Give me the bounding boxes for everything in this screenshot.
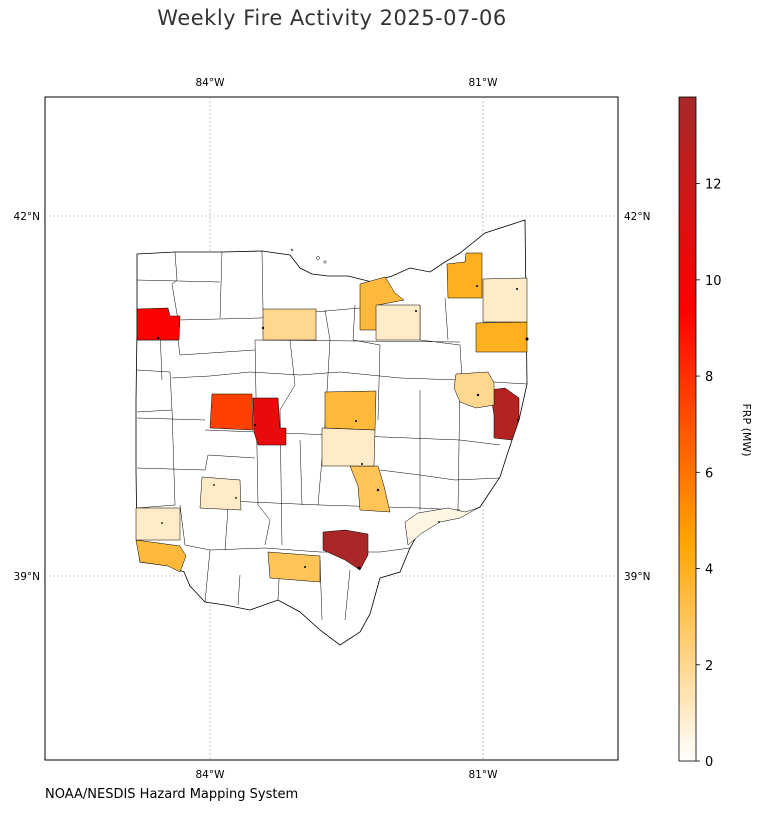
colorbar-tick-label: 12 [705, 178, 722, 193]
county-fill-11 [349, 465, 391, 513]
county-fill-18 [135, 507, 181, 541]
graticule [45, 97, 618, 760]
county-fill-7 [359, 276, 405, 331]
colorbar-tick-label: 8 [705, 370, 713, 385]
lat-tick-left-39n: 39°N [14, 571, 40, 583]
lon-tick-top-81w: 81°W [469, 77, 499, 89]
colorbar-tick-label: 0 [705, 755, 713, 770]
map-title: Weekly Fire Activity 2025-07-06 [157, 6, 507, 30]
county-fill-10 [267, 551, 321, 583]
county-fill-4 [489, 387, 520, 441]
county-fill-2 [252, 397, 287, 446]
colorbar [678, 96, 697, 762]
fire-detections [156, 285, 529, 570]
county-fill-14 [375, 304, 421, 341]
lat-tick-left-42n: 42°N [14, 211, 40, 223]
county-fill-5 [446, 252, 483, 299]
county-fill-15 [482, 277, 528, 323]
county-fill-9 [135, 539, 187, 573]
colorbar-label: FRP (MW) [740, 403, 753, 456]
data-source-credit: NOAA/NESDIS Hazard Mapping System [45, 787, 299, 802]
lat-tick-right-39n: 39°N [624, 571, 650, 583]
lon-tick-bottom-81w: 81°W [469, 769, 499, 781]
county-fill-17 [199, 476, 242, 511]
lake-islands [290, 248, 327, 264]
fire-counties [135, 252, 528, 583]
colorbar-tick-label: 2 [705, 659, 713, 674]
county-fill-19 [404, 507, 479, 546]
ohio-map [135, 219, 529, 646]
lon-tick-bottom-84w: 84°W [196, 769, 226, 781]
county-fill-8 [324, 390, 377, 431]
county-fill-13 [453, 371, 495, 409]
county-fill-1 [209, 393, 254, 431]
county-fill-0 [136, 307, 181, 341]
colorbar-tick-label: 4 [705, 563, 713, 578]
lat-tick-right-42n: 42°N [624, 211, 650, 223]
county-fill-12 [262, 308, 317, 341]
county-fill-6 [475, 321, 528, 353]
colorbar-tick-label: 6 [705, 466, 713, 481]
county-fill-16 [321, 427, 376, 467]
colorbar-tick-label: 10 [705, 274, 722, 289]
colorbar-ticks: 0 2 4 6 8 10 12 [696, 178, 722, 770]
lon-tick-top-84w: 84°W [196, 77, 226, 89]
county-fill-3 [322, 529, 369, 571]
